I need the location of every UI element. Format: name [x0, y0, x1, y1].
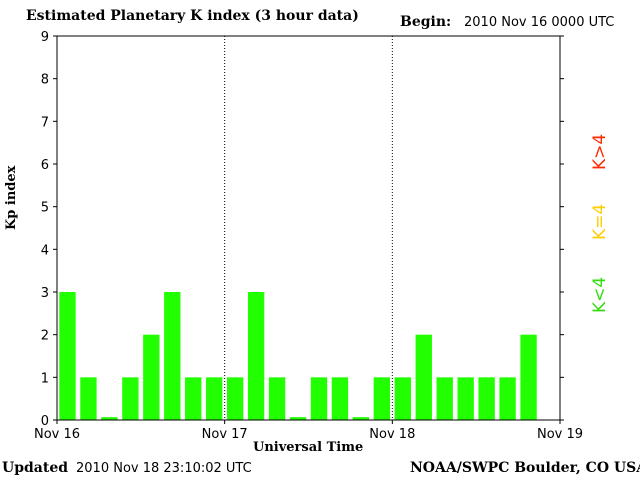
kp-bar	[247, 292, 265, 420]
kp-bar	[436, 377, 453, 420]
x-tick-label: Nov 17	[202, 427, 248, 442]
y-tick-label: 2	[41, 329, 49, 344]
y-tick-label: 0	[41, 414, 49, 429]
plot-frame	[56, 35, 561, 421]
kp-bar	[373, 377, 391, 420]
kp-bar	[268, 377, 286, 420]
begin-value: 2010 Nov 16 0000 UTC	[464, 15, 615, 30]
kp-bar	[101, 417, 118, 420]
x-tick-label: Nov 18	[369, 427, 415, 442]
y-tick-label: 3	[41, 286, 49, 301]
kp-bar	[310, 377, 328, 420]
kp-bar	[499, 377, 516, 420]
kp-bar	[185, 377, 202, 420]
y-tick-label: 8	[41, 73, 49, 88]
kp-bar	[331, 377, 349, 420]
kp-bar	[226, 377, 244, 420]
updated-label: Updated	[2, 460, 69, 476]
kp-bar	[289, 417, 307, 420]
y-tick-label: 4	[41, 243, 49, 258]
updated-value: 2010 Nov 18 23:10:02 UTC	[76, 461, 252, 476]
kp-bar	[352, 417, 370, 420]
kp-bar	[394, 377, 411, 420]
y-tick-label: 1	[41, 371, 49, 386]
kp-bar	[415, 334, 432, 420]
kp-bar	[520, 334, 537, 420]
chart-title: Estimated Planetary K index (3 hour data…	[26, 8, 359, 24]
y-tick-label: 6	[41, 158, 49, 173]
kp-bar	[122, 377, 139, 420]
kp-bar	[164, 292, 181, 420]
y-tick-label: 7	[41, 115, 49, 130]
x-tick-label: Nov 19	[537, 427, 583, 442]
kp-bar	[80, 377, 97, 420]
credit-text: NOAA/SWPC Boulder, CO USA	[410, 460, 640, 476]
kp-bar	[143, 334, 160, 420]
kp-bar	[206, 377, 223, 420]
x-axis-label: Universal Time	[253, 440, 364, 455]
begin-label: Begin:	[400, 14, 452, 30]
x-tick-label: Nov 16	[34, 427, 80, 442]
kp-bar	[59, 292, 76, 420]
kp-bar	[457, 377, 474, 420]
y-tick-label: 9	[41, 30, 49, 45]
kp-bar	[478, 377, 495, 420]
y-tick-label: 5	[41, 201, 49, 216]
